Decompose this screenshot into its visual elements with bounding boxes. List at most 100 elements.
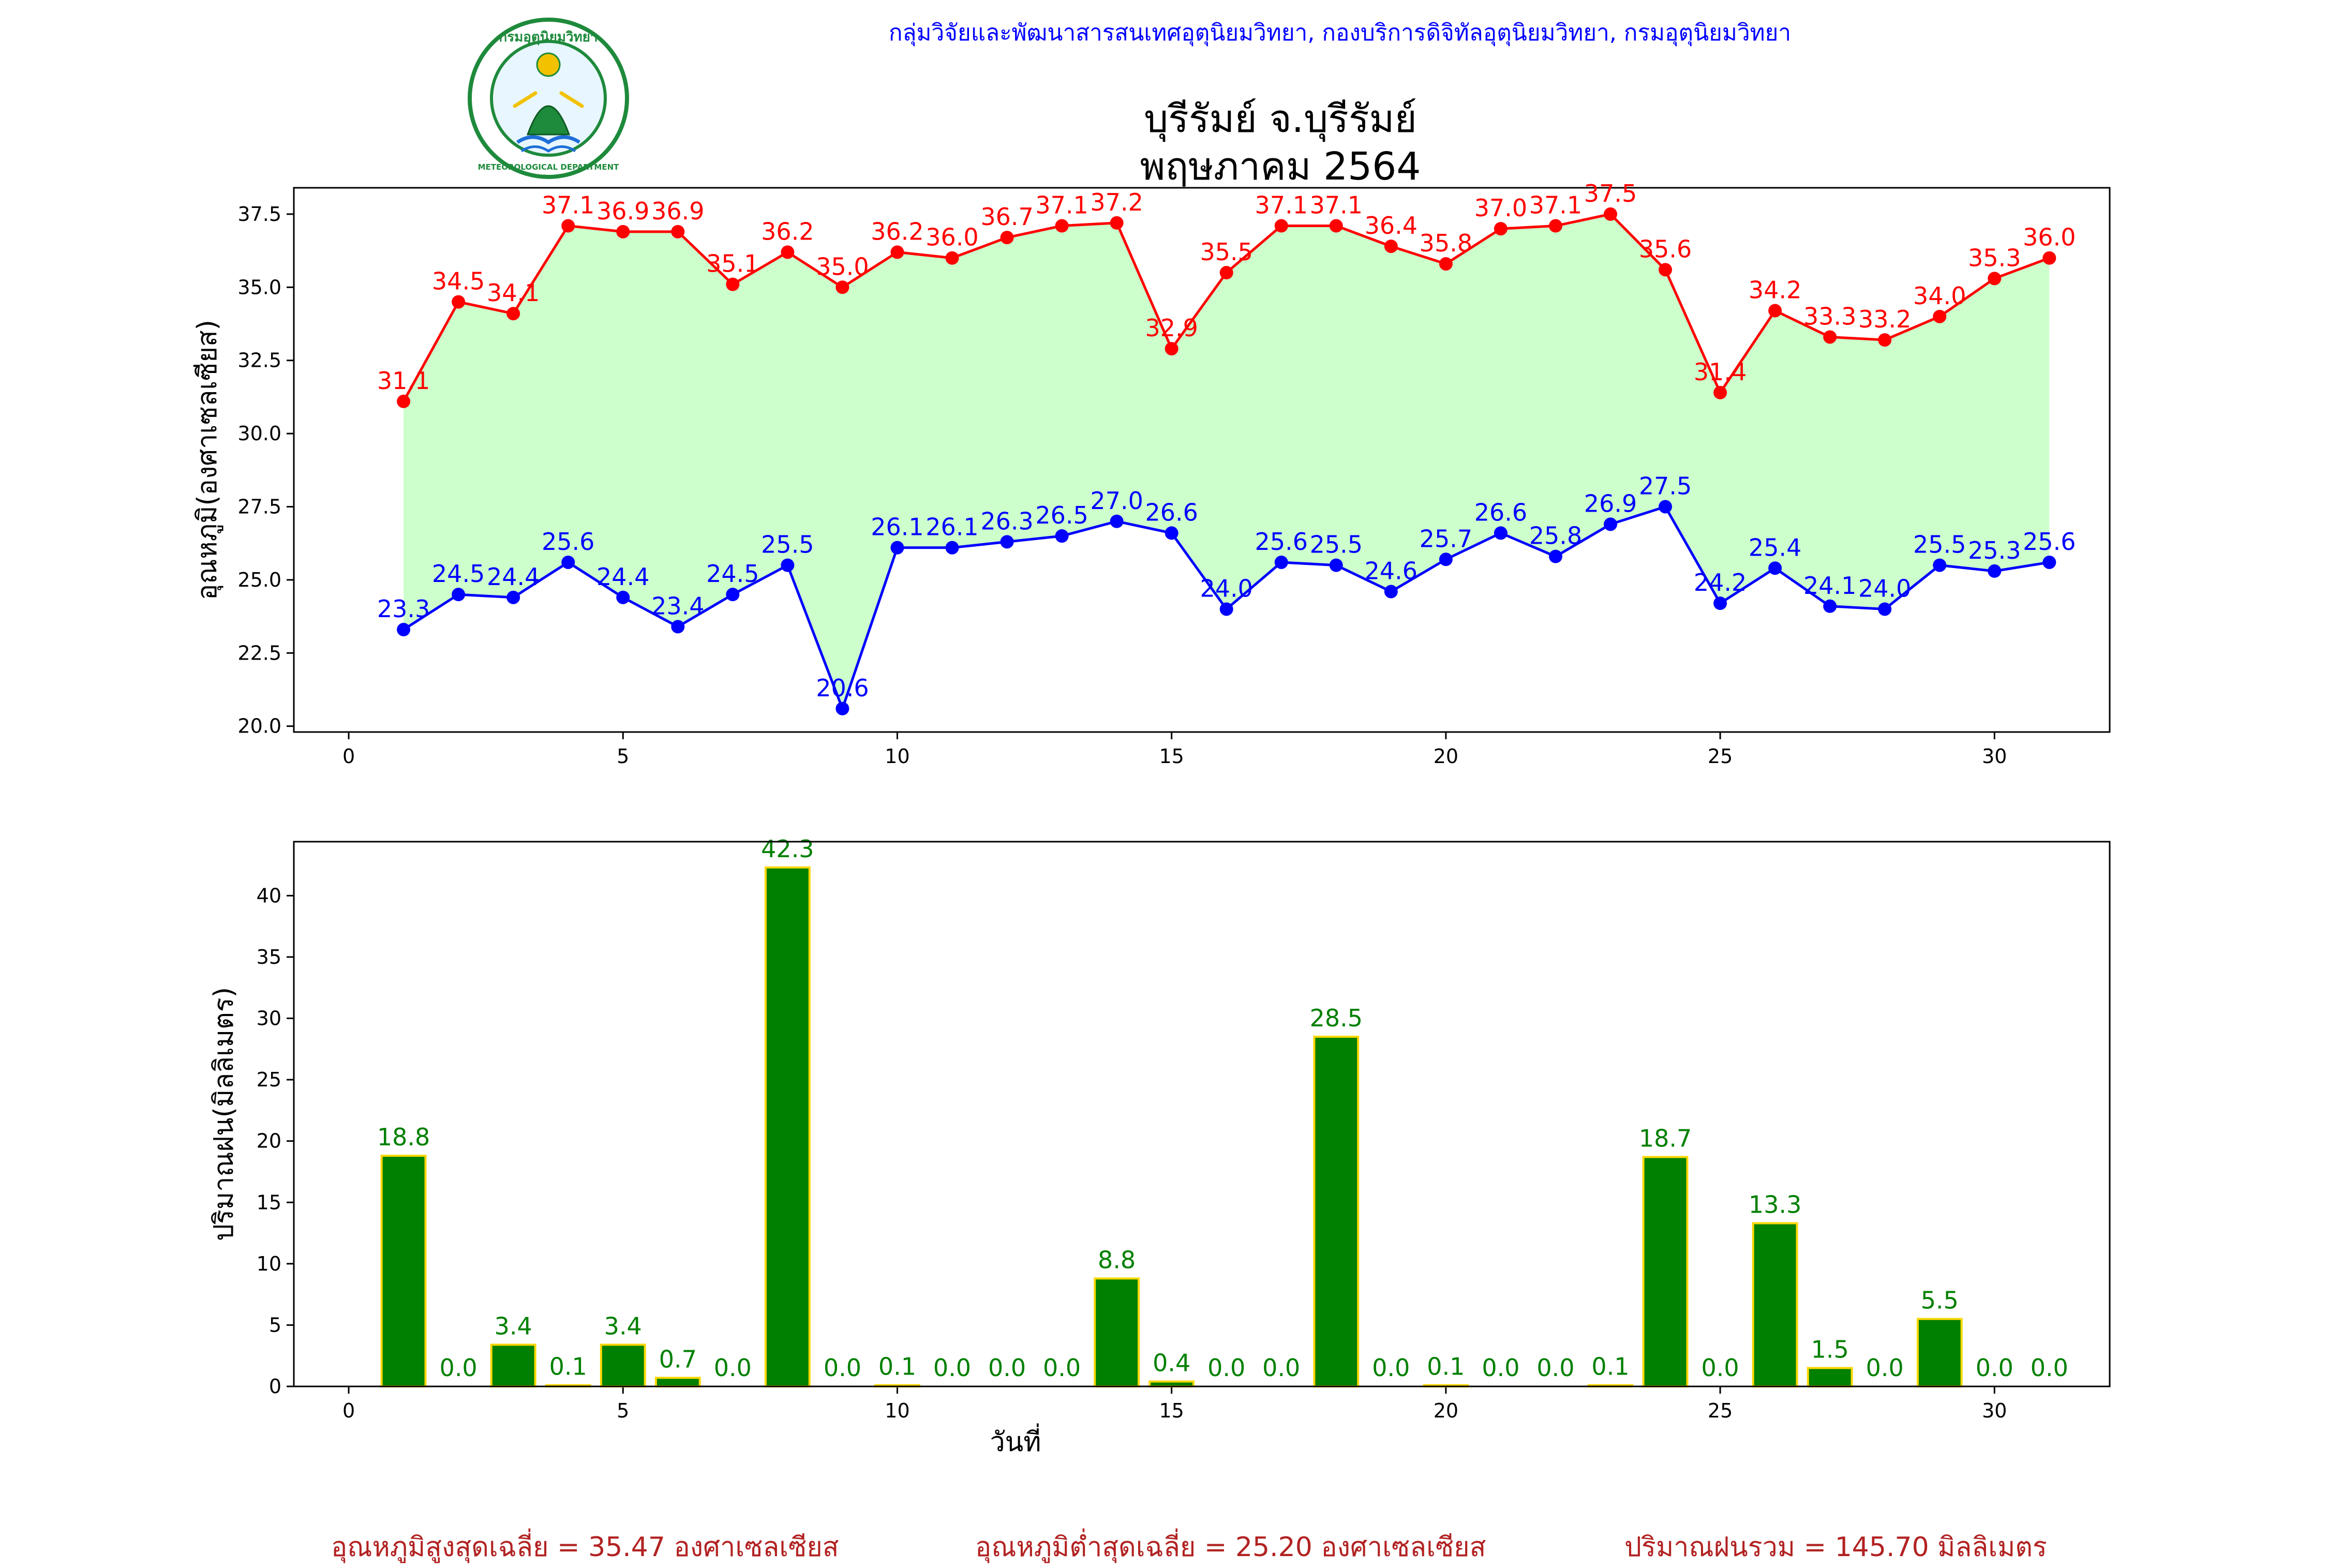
min-temp-value-label: 24.6 [1365,557,1417,585]
temp-xtick-label: 30 [1982,745,2007,768]
min-temp-point [781,558,795,572]
rain-bar [1807,1367,1853,1388]
min-temp-point [945,541,959,555]
max-temp-value-label: 31.4 [1694,358,1747,386]
rain-value-label: 0.0 [1702,1354,1739,1382]
max-temp-point [835,280,849,294]
rain-ytick-label: 25 [257,1068,281,1091]
rain-xtick-label: 25 [1708,1399,1733,1422]
max-temp-point [1548,219,1562,233]
min-temp-point [397,623,411,637]
rain-value-label: 0.1 [549,1353,587,1381]
meteorological-department-logo: กรมอุตุนิยมวิทยา METEOROLOGICAL DEPARTME… [468,18,629,179]
max-temp-point [616,225,630,238]
max-temp-point [1988,272,2002,286]
max-temp-point [1933,309,1947,323]
max-temp-value-label: 34.1 [487,279,540,307]
rain-value-label: 3.4 [604,1312,642,1340]
temp-ytick-label: 30.0 [237,422,281,445]
min-temp-value-label: 25.5 [1310,531,1363,559]
rain-ytick-label: 10 [257,1252,281,1275]
temp-range-fill [404,214,2050,709]
min-temp-point [1659,500,1673,514]
rain-ytick-label: 0 [269,1375,281,1398]
temp-ytick-label: 20.0 [237,715,281,738]
rain-ytick-label: 5 [269,1313,281,1336]
rain-x-axis-label: วันที่ [990,1423,1041,1458]
max-temp-point [1768,304,1782,318]
max-temp-point [561,219,575,233]
temp-plot-frame [293,187,2111,733]
rain-bar [1642,1156,1689,1388]
max-temp-point [2042,251,2056,265]
rain-ytick-label: 40 [257,884,281,907]
rain-value-label: 5.5 [1921,1287,1959,1315]
max-temp-value-label: 36.2 [761,217,814,245]
temp-ytick-label: 32.5 [237,349,281,372]
min-temp-point [1165,526,1178,540]
min-temp-point [1329,558,1343,572]
rain-bar [654,1377,701,1388]
min-temp-point [1110,514,1124,528]
min-temp-point [1494,526,1508,540]
rain-value-label: 0.7 [659,1345,697,1373]
rain-value-label: 18.8 [377,1123,430,1151]
min-temp-point [1878,602,1892,616]
min-temp-value-label: 24.5 [706,560,759,588]
temp-ytick-label: 25.0 [237,569,281,591]
avg-max-temp-summary: อุณหภูมิสูงสุดเฉลี่ย = 35.47 องศาเซลเซีย… [331,1532,839,1563]
min-temp-value-label: 24.0 [1858,574,1911,602]
max-temp-value-label: 34.2 [1749,276,1801,304]
max-temp-point [1439,257,1453,271]
station-title: บุรีรัมย์ จ.บุรีรัมย์ [1144,97,1417,141]
max-temp-value-label: 33.2 [1858,305,1911,333]
rain-ytick-label: 35 [257,946,281,968]
max-temp-point [1823,330,1837,344]
max-temp-value-label: 35.3 [1968,244,2021,272]
temp-xtick-label: 25 [1708,745,1733,768]
temperature-chart: 0 5 10 15 20 25 30 20.0 22.5 25.0 27.5 30.0 32.5 35.0… [192,180,2111,768]
rain-xtick-label: 15 [1159,1399,1184,1422]
max-temp-value-label: 35.0 [816,252,869,280]
rain-value-label: 0.0 [988,1354,1026,1382]
min-temp-value-label: 25.5 [1913,531,1966,559]
rain-plot-frame [293,841,2111,1387]
max-temp-point [1878,333,1892,347]
max-temp-value-label: 36.9 [596,197,649,225]
rain-value-label: 13.3 [1749,1191,1801,1219]
max-temp-value-label: 35.8 [1420,229,1472,257]
rain-ytick-label: 30 [257,1007,281,1030]
min-temp-value-label: 26.6 [1474,498,1527,526]
rain-xtick-label: 0 [342,1399,355,1422]
min-temp-point [1768,561,1782,575]
min-temp-point [726,588,740,602]
min-temp-point [561,555,575,569]
rain-value-label: 0.4 [1153,1349,1190,1377]
min-temp-point [890,541,904,555]
min-temp-point [1274,555,1288,569]
max-temp-point [890,245,904,259]
max-temp-point [397,394,411,408]
max-temp-point [506,307,520,321]
temp-ytick-label: 22.5 [237,641,281,664]
min-temp-point [1604,517,1618,531]
rain-xtick-label: 10 [885,1399,909,1422]
temp-ytick-label: 27.5 [237,495,281,518]
min-temp-value-label: 25.7 [1420,525,1472,552]
logo-ring-text: กรมอุตุนิยมวิทยา [499,29,598,46]
rain-value-label: 0.1 [1427,1353,1465,1381]
min-temp-value-label: 20.6 [816,674,869,702]
max-temp-value-label: 36.9 [651,197,704,225]
min-temp-point [1384,585,1398,599]
min-temp-value-label: 25.6 [1255,528,1308,556]
total-rainfall-summary: ปริมาณฝนรวม = 145.70 มิลลิเมตร [1624,1532,2047,1563]
min-temp-value-label: 25.6 [542,528,594,556]
max-temp-point [1274,219,1288,233]
max-temp-point [1110,216,1124,230]
max-temp-value-label: 36.0 [2023,223,2076,251]
temp-y-axis-label: อุณหภูมิ(องศาเซลเซียส) [192,320,223,600]
rain-value-label: 0.0 [1372,1354,1410,1382]
min-temp-value-label: 27.0 [1090,487,1143,515]
